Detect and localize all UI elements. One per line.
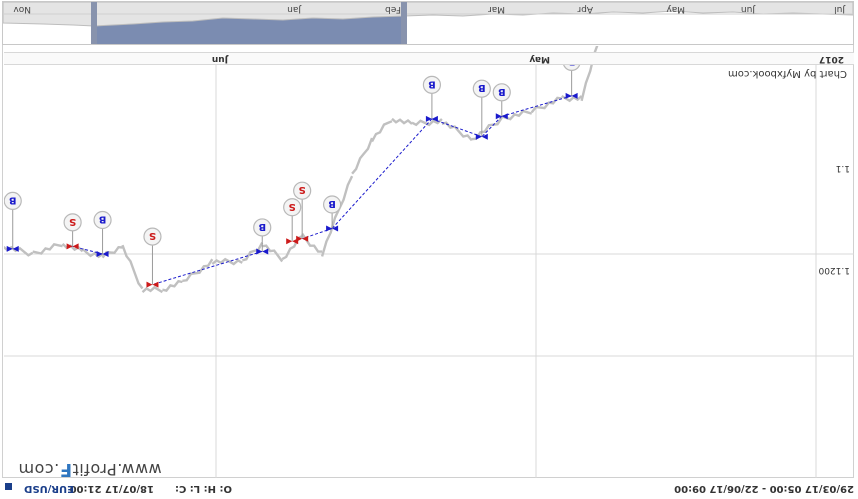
nav-label-mar: Mar	[488, 4, 505, 14]
price-segment-29	[61, 242, 84, 253]
trade-badge-label-15: S	[149, 230, 156, 241]
month-tick-may: May	[529, 54, 550, 64]
trade-flag-right-8	[495, 113, 502, 120]
price-plot[interactable]: BSBBSBSBBBBBSSBSBSB	[4, 46, 854, 478]
price-segment-25	[141, 285, 164, 294]
trade-badge-label-14: B	[258, 221, 266, 232]
trade-flag-right-14	[256, 248, 263, 255]
trade-flag-right-18	[6, 245, 13, 252]
trade-badge-label-17: S	[69, 216, 76, 227]
trade-link-14	[152, 250, 263, 286]
trade-flag-left-10	[431, 115, 438, 122]
trade-badge-16	[93, 210, 112, 230]
nav-label-apr: Apr	[577, 4, 593, 14]
y-tick-label-1.12: 1.1200	[818, 265, 851, 275]
trade-badge-18	[4, 191, 22, 210]
price-segment-22	[211, 257, 243, 266]
trade-flag-right-16	[96, 251, 103, 257]
trade-badge-label-12: S	[299, 184, 306, 195]
trade-link-8	[481, 115, 503, 138]
trade-badge-12	[293, 181, 312, 200]
nav-label-may: May	[666, 4, 685, 14]
trade-flag-left-8	[501, 113, 508, 120]
price-segment-24	[162, 279, 183, 292]
trade-badge-label-13: S	[289, 201, 296, 212]
last-bar-time: 18/07/17 21:00	[69, 483, 154, 494]
date-range-label: 29/03/17 05:00 - 22/06/17 09:00	[674, 483, 854, 494]
trade-badge-15	[143, 227, 162, 246]
symbol-color-marker	[5, 483, 12, 490]
nav-label-jun: Jun	[740, 4, 755, 14]
trade-link-7	[501, 95, 572, 117]
watermark-logo: www.ProfitF.com	[18, 459, 162, 480]
trade-badge-17	[63, 213, 82, 232]
price-segment-27	[101, 245, 123, 259]
trade-flag-right-15	[146, 281, 153, 288]
trade-flag-left-15	[152, 281, 159, 288]
trade-flag-left-17	[72, 243, 79, 250]
trade-badge-10	[422, 75, 442, 94]
trade-flag-right-13	[286, 238, 293, 245]
y-tick-label-1.14: 1.1	[835, 163, 850, 173]
price-segment-26	[121, 244, 144, 290]
trade-badge-label-11: B	[328, 198, 336, 209]
trade-flag-right-9	[475, 133, 482, 140]
trade-flag-right-10	[425, 115, 432, 122]
trade-flag-left-12	[302, 235, 309, 242]
trade-link-10	[331, 118, 433, 229]
navigator-handle-left[interactable]	[401, 2, 407, 44]
time-axis	[4, 52, 854, 65]
price-segment-28	[81, 248, 104, 259]
trade-link-9	[431, 118, 482, 138]
price-segment-23	[182, 258, 214, 282]
price-segment-15	[370, 120, 393, 143]
price-segment-12	[441, 121, 473, 142]
chart-credit: Chart by Myfxbook.com	[728, 68, 847, 79]
trade-flag-right-7	[565, 92, 572, 99]
trade-badge-label-18: B	[9, 194, 17, 205]
trade-badge-label-9: B	[478, 82, 486, 93]
price-segment-7	[580, 46, 613, 102]
price-segment-9	[530, 96, 562, 114]
trade-badge-label-16: B	[99, 214, 107, 225]
trade-flag-left-18	[12, 245, 19, 252]
trade-flag-left-13	[292, 238, 299, 245]
trade-badge-11	[323, 195, 342, 214]
trade-flag-left-7	[571, 92, 578, 99]
nav-label-jul: Jul	[834, 4, 845, 14]
trade-badge-9	[472, 79, 491, 98]
trade-flag-left-16	[102, 251, 109, 257]
ohlc-label: O: H: L: C:	[174, 483, 232, 494]
info-bar: 29/03/17 05:00 - 22/06/17 09:00 O: H: L:…	[4, 480, 854, 497]
trade-flag-left-11	[332, 225, 339, 232]
trade-flag-left-9	[481, 133, 488, 140]
trade-badge-label-10: B	[428, 78, 436, 89]
trade-badge-13	[283, 198, 302, 217]
price-segment-21	[241, 242, 264, 262]
price-segment-20	[262, 244, 284, 263]
price-segment-14	[391, 117, 413, 125]
trade-flag-right-17	[66, 243, 73, 250]
symbol-label: EUR/USD	[24, 483, 74, 494]
month-tick-jun: Jun	[211, 54, 228, 64]
nav-label-feb: Feb	[385, 4, 401, 14]
trade-flag-left-14	[262, 248, 269, 255]
navigator-scrollbar[interactable]: Jul Jun May Apr Mar Feb Jan Nov	[2, 1, 854, 45]
price-segment-17	[320, 175, 354, 257]
nav-label-jan: Jan	[287, 4, 301, 14]
trade-badge-14	[253, 218, 272, 237]
trade-badge-label-8: B	[498, 86, 506, 97]
price-segment-16	[351, 137, 374, 175]
year-label: 2017	[818, 54, 844, 64]
navigator-handle-right[interactable]	[91, 2, 97, 44]
price-segment-18	[301, 233, 323, 253]
price-segment-30	[32, 242, 63, 255]
trade-flag-right-11	[326, 225, 333, 232]
navigator-preview	[3, 2, 853, 44]
trade-badge-8	[492, 83, 511, 102]
nav-label-nov: Nov	[13, 4, 31, 14]
